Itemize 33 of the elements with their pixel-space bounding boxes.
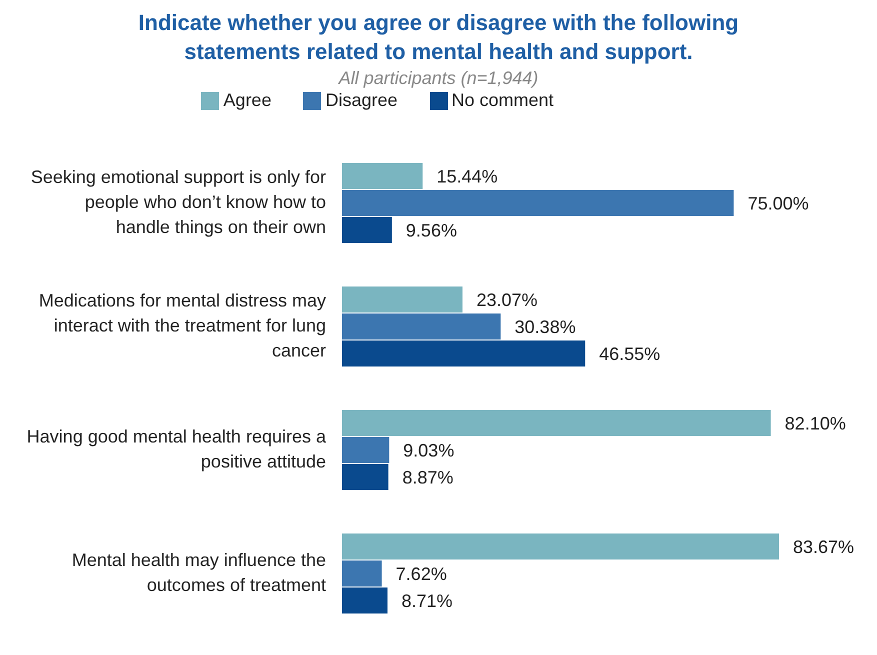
legend-label: No comment xyxy=(452,90,554,110)
bar xyxy=(342,286,462,312)
bar xyxy=(342,534,779,560)
bar xyxy=(342,314,501,340)
y-tick-label: Having good mental health requires a positive attitude xyxy=(26,426,327,471)
bar xyxy=(342,217,392,243)
data-label: 23.07% xyxy=(476,290,538,310)
bar xyxy=(342,464,388,490)
data-label: 7.62% xyxy=(396,564,447,584)
data-label: 82.10% xyxy=(784,413,846,434)
chart-subtitle: All participants (n=1,944) xyxy=(337,67,540,90)
data-label: 8.71% xyxy=(401,590,453,611)
data-label: 83.67% xyxy=(793,536,854,557)
legend-label: Agree xyxy=(223,90,272,110)
legend-label: Disagree xyxy=(325,90,398,110)
data-label: 9.56% xyxy=(406,220,457,240)
data-label: 46.55% xyxy=(599,344,660,364)
y-tick-label: Seeking emotional support is only for people who don’t know how to handle things on their own xyxy=(30,166,326,236)
chart-title: Indicate whether you agree or disagree with the following statements related to mental health and support. xyxy=(137,9,740,66)
y-tick-label: Medications for mental distress may interact with the treatment for lung cancer xyxy=(38,290,326,360)
data-label: 75.00% xyxy=(748,193,809,214)
bar xyxy=(342,410,771,436)
bar xyxy=(342,340,586,366)
bar xyxy=(342,588,388,614)
bar xyxy=(342,437,390,463)
bar xyxy=(342,190,734,216)
bar xyxy=(342,560,382,586)
data-label: 8.87% xyxy=(402,467,454,488)
data-label: 30.38% xyxy=(514,316,576,337)
bar xyxy=(342,163,423,189)
y-tick-label: Mental health may influence the outcomes of treatment xyxy=(72,550,326,594)
data-label: 15.44% xyxy=(436,166,498,186)
data-label: 9.03% xyxy=(403,440,454,460)
